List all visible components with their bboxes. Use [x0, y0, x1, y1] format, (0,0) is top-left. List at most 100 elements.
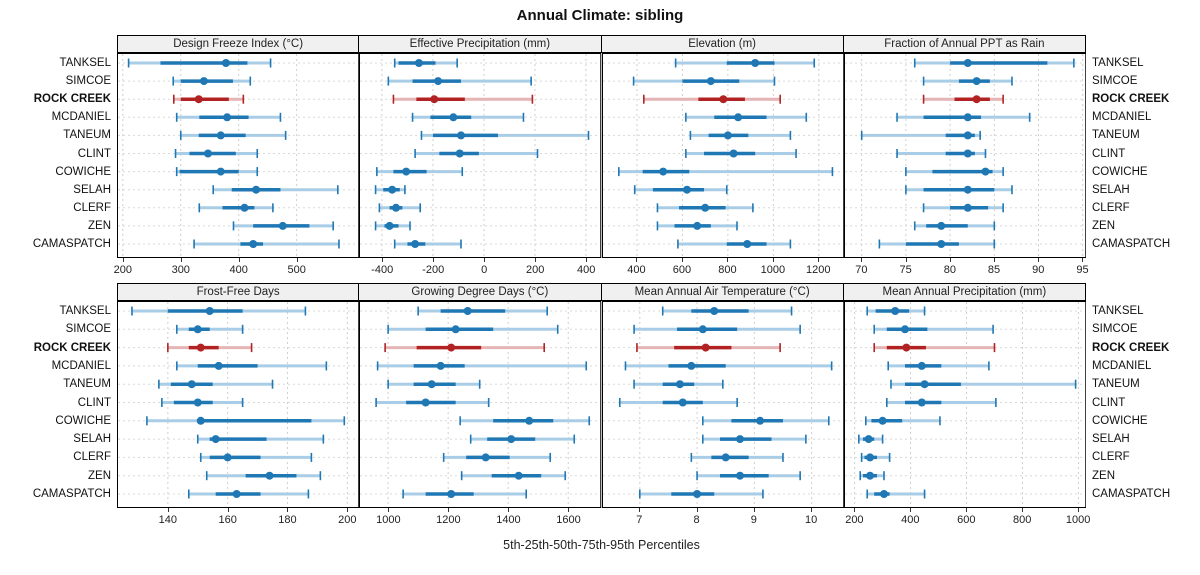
x-axis-effective-precipitation-mm-: -400 -200 0 200 400 — [359, 258, 601, 282]
site-label-zen: ZEN — [1092, 219, 1115, 232]
site-label-taneum: TANEUM — [1092, 378, 1140, 391]
tick-mark — [167, 508, 169, 512]
tick-mark — [347, 508, 349, 512]
panel-plot-frost-free-days — [117, 301, 360, 508]
site-label-camaspatch: CAMASPATCH — [32, 488, 111, 500]
percentile-row-zen — [859, 471, 885, 481]
site-label-simcoe: SIMCOE — [1092, 75, 1138, 88]
percentile-row-cowiche — [701, 416, 830, 426]
panel-header-elevation-m-: Elevation (m) — [600, 35, 844, 53]
tick-mark — [535, 258, 537, 262]
site-label-tanksel: TANKSEL — [59, 57, 111, 69]
site-label-cowiche: COWICHE — [55, 414, 111, 427]
percentile-row-tanksel — [417, 306, 549, 316]
site-label-simcoe: SIMCOE — [1092, 323, 1138, 336]
panel-frost-free-days — [117, 301, 360, 508]
panel-plot-mean-annual-air-temperature-c- — [601, 301, 844, 508]
site-label-cowiche: COWICHE — [1092, 414, 1148, 427]
tick-label: -200 — [422, 264, 445, 276]
percentile-row-taneum — [158, 379, 274, 389]
tick-label: 200 — [526, 264, 545, 276]
percentile-row-tanksel — [394, 58, 459, 68]
panel-header-mean-annual-precipitation-mm-: Mean Annual Precipitation (mm) — [842, 283, 1086, 301]
panel-header-growing-degree-days-c-: Growing Degree Days (°C) — [358, 283, 602, 301]
x-axis-elevation-m-: 400 600 800 1000 1200 — [602, 258, 844, 282]
site-label-taneum: TANEUM — [63, 378, 111, 391]
tick-label: 9 — [750, 514, 757, 526]
site-label-clerf: CLERF — [73, 451, 111, 464]
tick-label: 140 — [158, 514, 178, 526]
site-label-tanksel: TANKSEL — [1092, 57, 1144, 69]
percentile-row-rock-creek — [635, 343, 781, 353]
tick-mark — [287, 508, 289, 512]
site-label-clint: CLINT — [77, 147, 111, 160]
percentile-row-zen — [695, 471, 801, 481]
percentile-row-clint — [885, 398, 997, 407]
percentile-row-camaspatch — [402, 489, 528, 499]
panel-design-freeze-index-c- — [117, 53, 360, 258]
site-label-simcoe: SIMCOE — [65, 323, 111, 336]
tick-label: 95 — [1076, 264, 1089, 276]
panel-plot-mean-annual-precipitation-mm- — [843, 301, 1086, 508]
site-label-selah: SELAH — [1092, 433, 1130, 446]
site-label-zen: ZEN — [88, 219, 111, 232]
tick-mark — [861, 258, 863, 262]
tick-mark — [508, 508, 510, 512]
chart-title: Annual Climate: sibling — [516, 7, 684, 24]
site-label-camaspatch: CAMASPATCH — [1092, 488, 1171, 500]
tick-label: 180 — [278, 514, 297, 526]
tick-mark — [1038, 258, 1040, 262]
tick-label: 400 — [627, 264, 646, 276]
tick-label: 400 — [229, 264, 248, 276]
panel-header-design-freeze-index-c-: Design Freeze Index (°C) — [117, 35, 360, 53]
tick-mark — [1082, 258, 1084, 262]
tick-mark — [1022, 508, 1024, 512]
site-label-cowiche: COWICHE — [1092, 165, 1148, 178]
percentile-row-rock-creek — [384, 343, 546, 353]
site-label-clint: CLINT — [1092, 147, 1126, 160]
percentile-row-rock-creek — [172, 94, 245, 104]
panel-plot-effective-precipitation-mm- — [359, 53, 602, 258]
percentile-row-mcdaniel — [684, 112, 807, 122]
percentile-row-clint — [618, 398, 738, 407]
tick-mark — [296, 258, 298, 262]
tick-mark — [772, 258, 774, 262]
percentile-row-clint — [375, 398, 490, 407]
percentile-row-selah — [857, 434, 884, 444]
site-labels-left-row1: TANKSEL SIMCOE ROCK CREEK MCDANIEL TANEUM CLI… — [0, 301, 111, 508]
site-label-clint: CLINT — [1092, 396, 1126, 409]
tick-mark — [1078, 508, 1080, 512]
tick-label: 10 — [804, 514, 818, 526]
panel-plot-design-freeze-index-c- — [117, 53, 360, 258]
percentile-row-cowiche — [864, 416, 941, 426]
percentile-row-simcoe — [387, 76, 533, 86]
tick-label: 200 — [113, 264, 132, 276]
percentile-row-zen — [205, 471, 322, 481]
percentile-row-clerf — [690, 452, 784, 462]
percentile-row-camaspatch — [394, 239, 463, 249]
tick-label: 7 — [636, 514, 643, 526]
x-axis-mean-annual-air-temperature-c-: 7 8 9 10 — [602, 508, 844, 532]
percentile-row-camaspatch — [187, 489, 310, 499]
site-label-clint: CLINT — [77, 396, 111, 409]
tick-label: 200 — [338, 514, 357, 526]
percentile-row-selah — [470, 434, 576, 444]
panel-mean-annual-precipitation-mm- — [843, 301, 1086, 508]
tick-label: 85 — [987, 264, 1001, 276]
tick-label: 1400 — [496, 514, 521, 526]
site-label-rock-creek: ROCK CREEK — [33, 93, 111, 106]
percentile-row-selah — [904, 185, 1013, 195]
tick-mark — [910, 508, 912, 512]
site-label-mcdaniel: MCDANIEL — [51, 359, 111, 372]
site-label-clerf: CLERF — [73, 201, 111, 214]
tick-label: 1200 — [806, 264, 831, 276]
percentile-row-clint — [161, 398, 244, 407]
percentile-row-clerf — [198, 203, 274, 213]
tick-mark — [818, 258, 820, 262]
tick-mark — [568, 508, 570, 512]
tick-label: 500 — [287, 264, 306, 276]
tick-label: 600 — [672, 264, 692, 276]
tick-mark — [636, 258, 638, 262]
site-label-rock-creek: ROCK CREEK — [33, 341, 111, 354]
site-label-mcdaniel: MCDANIEL — [1092, 359, 1152, 372]
